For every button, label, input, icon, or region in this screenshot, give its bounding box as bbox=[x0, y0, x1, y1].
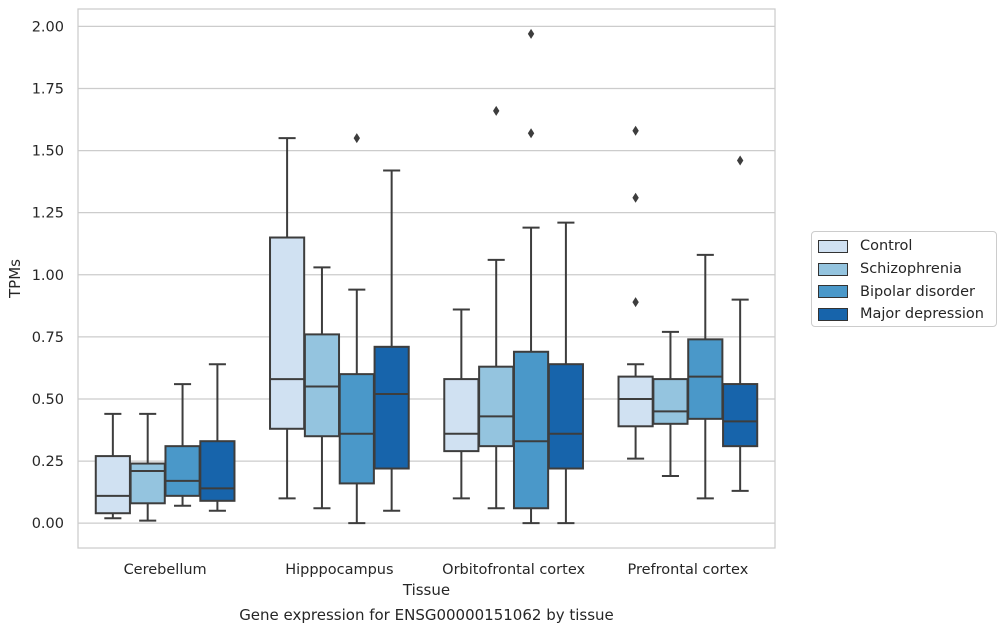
y-tick-label: 1.25 bbox=[32, 206, 64, 222]
box-major-depression-cerebellum bbox=[199, 363, 236, 512]
y-axis-label: TPMs bbox=[6, 259, 24, 299]
box-major-depression-prefrontal-cortex bbox=[722, 155, 759, 492]
outlier-point bbox=[632, 297, 639, 308]
box-iqr bbox=[129, 462, 166, 505]
box-control-hipppocampus bbox=[269, 137, 306, 500]
x-tick-label: Hipppocampus bbox=[285, 562, 393, 578]
legend-swatch-control bbox=[818, 239, 848, 253]
box-major-depression-hipppocampus bbox=[373, 169, 410, 512]
box-control-prefrontal-cortex bbox=[617, 125, 654, 460]
chart-caption: Gene expression for ENSG00000151062 by t… bbox=[239, 606, 614, 624]
legend-item-bipolar-disorder: Bipolar disorder bbox=[818, 280, 996, 303]
y-tick-label: 1.50 bbox=[32, 144, 64, 160]
x-tick-labels: Cerebellum Hipppocampus Orbitofrontal cort… bbox=[124, 562, 749, 578]
plot-frame bbox=[77, 8, 776, 549]
box-iqr bbox=[338, 373, 375, 485]
legend-label-major-depression: Major depression bbox=[860, 306, 984, 323]
box-iqr bbox=[547, 363, 584, 470]
box-iqr bbox=[722, 383, 759, 448]
box-iqr bbox=[443, 378, 480, 453]
y-tick-label: 1.00 bbox=[32, 268, 64, 284]
outlier-point bbox=[527, 128, 535, 139]
legend-item-schizophrenia: Schizophrenia bbox=[818, 258, 996, 281]
box-iqr bbox=[478, 365, 515, 448]
box-bipolar-disorder-orbitofrontal-cortex bbox=[512, 28, 550, 525]
y-tick-label: 0.50 bbox=[32, 392, 64, 408]
legend-item-control: Control bbox=[818, 235, 996, 258]
box-iqr bbox=[303, 333, 341, 438]
x-tick-label: Orbitofrontal cortex bbox=[442, 562, 585, 578]
box-schizophrenia-hipppocampus bbox=[303, 266, 341, 510]
legend-label-schizophrenia: Schizophrenia bbox=[860, 261, 962, 278]
box-bipolar-disorder-prefrontal-cortex bbox=[687, 253, 724, 500]
y-tick-label: 2.00 bbox=[32, 19, 64, 35]
legend-swatch-major-depression bbox=[818, 307, 848, 321]
outlier-point bbox=[493, 105, 500, 116]
box-iqr bbox=[94, 455, 131, 515]
outlier-point bbox=[632, 192, 639, 203]
box-iqr bbox=[373, 345, 410, 470]
legend-swatch-bipolar-disorder bbox=[818, 285, 848, 299]
y-tick-label: 1.75 bbox=[32, 81, 64, 97]
legend-swatch-schizophrenia bbox=[818, 262, 848, 276]
y-tick-label: 0.75 bbox=[32, 330, 64, 346]
x-axis-label: Tissue bbox=[402, 581, 450, 599]
box-iqr bbox=[269, 236, 306, 430]
box-control-orbitofrontal-cortex bbox=[443, 308, 480, 500]
box-iqr bbox=[512, 350, 550, 510]
outlier-point bbox=[353, 133, 360, 144]
x-tick-label: Cerebellum bbox=[124, 562, 207, 578]
legend-item-major-depression: Major depression bbox=[818, 303, 996, 326]
legend: Control Schizophrenia Bipolar disorder M… bbox=[811, 231, 997, 327]
box-iqr bbox=[687, 338, 724, 420]
outlier-point bbox=[527, 28, 535, 39]
box-iqr bbox=[617, 375, 654, 428]
box-schizophrenia-orbitofrontal-cortex bbox=[478, 105, 515, 510]
box-control-cerebellum bbox=[94, 412, 131, 520]
y-tick-labels: 0.00 0.25 0.50 0.75 1.00 1.25 1.50 1.75 2.00 bbox=[32, 19, 64, 532]
box-iqr bbox=[652, 378, 689, 425]
box-schizophrenia-cerebellum bbox=[129, 412, 166, 522]
x-tick-label: Prefrontal cortex bbox=[627, 562, 748, 578]
outlier-point bbox=[736, 155, 744, 166]
box-schizophrenia-prefrontal-cortex bbox=[652, 330, 689, 477]
boxes bbox=[94, 28, 759, 525]
outlier-point bbox=[632, 125, 639, 136]
box-bipolar-disorder-hipppocampus bbox=[338, 133, 375, 525]
box-bipolar-disorder-cerebellum bbox=[164, 383, 201, 507]
box-iqr bbox=[164, 445, 201, 497]
legend-label-control: Control bbox=[860, 238, 913, 255]
y-tick-label: 0.25 bbox=[32, 454, 64, 470]
box-iqr bbox=[199, 440, 236, 502]
y-tick-label: 0.00 bbox=[32, 516, 64, 532]
legend-label-bipolar-disorder: Bipolar disorder bbox=[860, 283, 975, 300]
box-major-depression-orbitofrontal-cortex bbox=[547, 221, 584, 525]
